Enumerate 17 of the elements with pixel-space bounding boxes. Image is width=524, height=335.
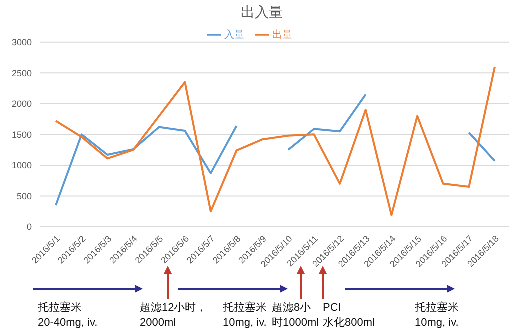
- y-tick-label: 2500: [12, 68, 32, 78]
- text: 托拉塞米 10mg, iv.: [415, 301, 459, 331]
- y-tick-label: 500: [16, 191, 32, 202]
- chart-title: 出入量: [240, 4, 284, 22]
- text: 超滤12小时， 2000ml: [140, 301, 208, 331]
- y-tick-label: 1500: [12, 130, 32, 140]
- y-tick-label: 2000: [12, 99, 32, 110]
- text: 托拉塞米 20-40mg, iv.: [38, 301, 98, 331]
- text: PCI 水化800ml: [323, 301, 375, 331]
- text: 超滤8小时1000ml: [272, 301, 320, 331]
- y-tick-label: 3000: [12, 38, 32, 48]
- line-series: [55, 66, 496, 216]
- y-tick-label: 1000: [12, 160, 32, 171]
- y-tick-label: 0: [26, 222, 32, 232]
- legend-label: 出量: [272, 30, 292, 41]
- legend-label: 入量: [224, 30, 244, 41]
- text: 托拉塞米 10mg, iv.: [223, 301, 267, 331]
